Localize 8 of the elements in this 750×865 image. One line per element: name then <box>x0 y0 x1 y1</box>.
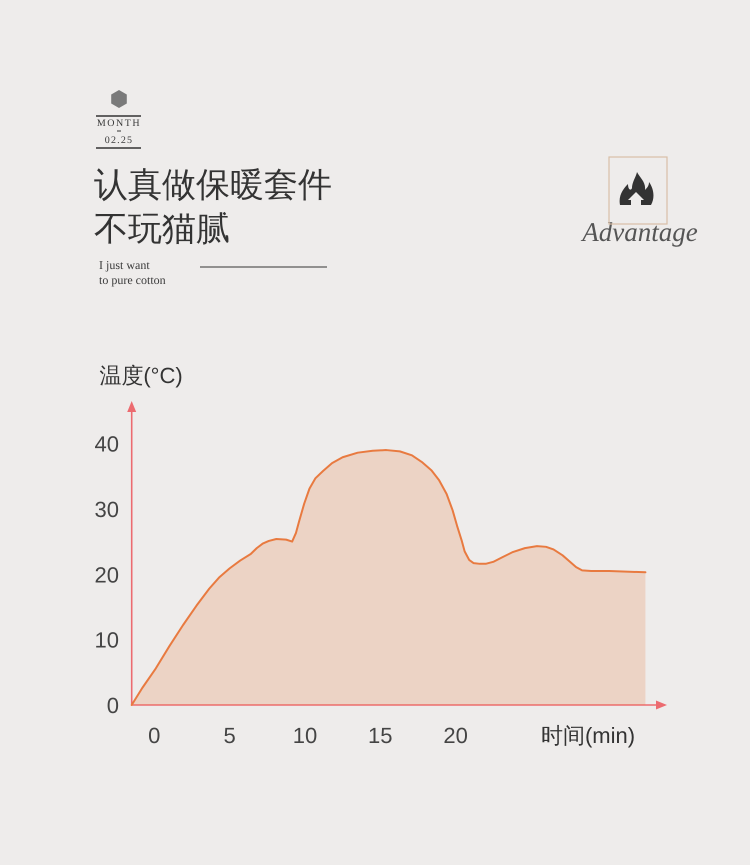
ylabel: 温度(°C) <box>99 363 183 388</box>
xlabel: 时间(min) <box>540 723 636 748</box>
annotation: MONTH <box>96 118 142 129</box>
annotation: Advantage <box>582 217 698 247</box>
annotation: I just want to pure cotton <box>99 258 166 287</box>
title: 认真做保暖套件 <box>94 167 332 204</box>
annotation: 02.25 <box>104 135 134 146</box>
subtitle: 不玩猫腻 <box>94 211 230 248</box>
